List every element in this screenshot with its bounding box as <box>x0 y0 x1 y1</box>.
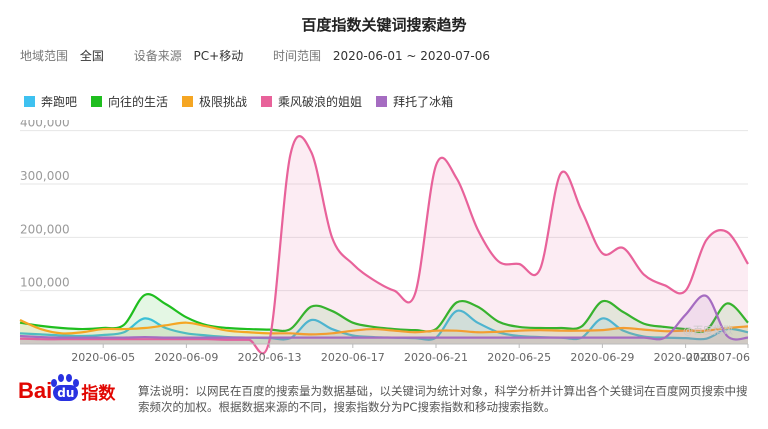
legend-item-jixian[interactable]: 极限挑战 <box>182 93 247 110</box>
legend-swatch <box>182 96 194 107</box>
legend-swatch <box>376 96 388 107</box>
trend-chart: 100,000 200,000 300,000 400,000 2020-06-05 20… <box>19 120 750 364</box>
baidu-index-logo: Bai du 指数 <box>18 374 116 404</box>
series-area-4 <box>20 295 748 344</box>
x-tick-label: 2020-06-09 <box>154 351 218 364</box>
logo-index: 指数 <box>81 383 116 404</box>
x-tick-label: 2020-07-03 <box>654 351 718 364</box>
x-tick-label: 2020-06-25 <box>487 351 551 364</box>
logo-bai: Bai <box>18 378 53 403</box>
device-value: PC+移动 <box>193 49 244 63</box>
region-value: 全国 <box>79 49 104 63</box>
legend-label: 极限挑战 <box>199 95 248 109</box>
x-tick-label: 2020-06-13 <box>238 351 302 364</box>
legend-label: 向往的生活 <box>108 95 169 109</box>
x-tick-label: 2020-06-21 <box>404 351 468 364</box>
y-tick-label: 400,000 <box>20 120 70 130</box>
x-tick-label: 2020-06-17 <box>321 351 385 364</box>
legend-label: 拜托了冰箱 <box>393 95 454 109</box>
series-line-4 <box>19 294 749 341</box>
watermark: @百度指数 <box>683 326 733 337</box>
legend-item-benpaoba[interactable]: 奔跑吧 <box>24 93 77 110</box>
paw-icon <box>51 374 79 387</box>
y-tick-label: 300,000 <box>20 169 70 183</box>
legend-item-bingxiang[interactable]: 拜托了冰箱 <box>376 93 453 110</box>
legend: 奔跑吧 向往的生活 极限挑战 乘风破浪的姐姐 拜托了冰箱 <box>24 93 453 110</box>
legend-item-xiangwang[interactable]: 向往的生活 <box>91 93 168 110</box>
algorithm-note: 算法说明：以网民在百度的搜索量为数据基础，以关键词为统计对象，科学分析并计算出各… <box>138 384 748 414</box>
legend-swatch <box>261 96 273 107</box>
device-label: 设备来源 <box>133 49 182 63</box>
series-line-1 <box>19 293 749 333</box>
legend-item-jiejie[interactable]: 乘风破浪的姐姐 <box>261 93 362 110</box>
region-label: 地域范围 <box>20 49 69 63</box>
x-tick-label: 2020-07-06 <box>686 351 750 364</box>
x-tick-label: 2020-06-05 <box>71 351 135 364</box>
legend-label: 奔跑吧 <box>41 95 78 109</box>
y-tick-label: 100,000 <box>20 276 70 290</box>
series-line-3 <box>19 135 749 355</box>
filter-bar: 地域范围 全国 设备来源 PC+移动 时间范围 2020-06-01 ~ 202… <box>20 47 516 64</box>
legend-label: 乘风破浪的姐姐 <box>278 95 363 109</box>
series-line-2 <box>19 318 749 336</box>
legend-swatch <box>91 96 103 107</box>
x-tick-label: 2020-06-29 <box>570 351 634 364</box>
series-area-3 <box>20 136 748 354</box>
time-label: 时间范围 <box>273 49 322 63</box>
chart-title: 百度指数关键词搜索趋势 <box>301 16 467 34</box>
logo-du: du <box>53 385 79 401</box>
time-value: 2020-06-01 ~ 2020-07-06 <box>332 49 491 63</box>
legend-swatch <box>24 96 35 107</box>
y-tick-label: 200,000 <box>20 222 70 236</box>
